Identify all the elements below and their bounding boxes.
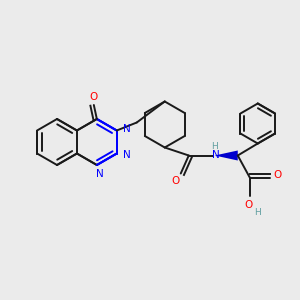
Text: N: N — [123, 124, 130, 134]
Text: H: H — [254, 208, 261, 217]
Text: N: N — [96, 169, 104, 179]
Text: N: N — [123, 149, 130, 160]
Text: O: O — [274, 170, 282, 181]
Text: N: N — [212, 149, 220, 160]
Text: O: O — [90, 92, 98, 102]
Polygon shape — [215, 151, 238, 160]
Text: O: O — [244, 200, 253, 209]
Text: O: O — [172, 176, 180, 187]
Text: H: H — [212, 142, 218, 151]
